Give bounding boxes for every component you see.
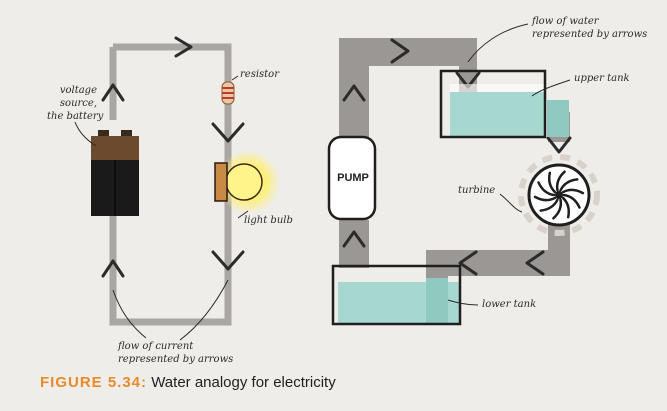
pump-label: PUMP bbox=[337, 172, 369, 184]
water-flow-label: flow of water represented by arrows bbox=[532, 15, 647, 41]
figure-caption: FIGURE 5.34: Water analogy for electrici… bbox=[40, 374, 336, 391]
current-flow-label-line: flow of current bbox=[118, 341, 194, 352]
arrow-right-icon bbox=[390, 38, 410, 64]
arrow-up-icon bbox=[101, 83, 125, 102]
turbine-blade bbox=[555, 170, 566, 192]
voltage-source-label-line: voltage bbox=[59, 85, 97, 96]
arrow-down-icon bbox=[211, 250, 245, 271]
water-flow-arrows bbox=[342, 38, 572, 276]
arrow-down-icon bbox=[546, 136, 572, 154]
voltage-source-label: voltage source, the battery bbox=[47, 84, 104, 123]
arrow-left-icon bbox=[525, 250, 545, 276]
upper-tank-label: upper tank bbox=[574, 73, 630, 84]
water-flow-label-line: flow of water bbox=[532, 16, 599, 27]
battery bbox=[91, 130, 139, 216]
turbine-blade bbox=[537, 181, 556, 197]
current-flow-label-line: represented by arrows bbox=[118, 354, 234, 365]
arrow-right-icon bbox=[174, 36, 193, 58]
arrow-up-icon bbox=[342, 84, 366, 102]
electric-circuit bbox=[74, 36, 280, 341]
current-flow-label: flow of current represented by arrows bbox=[118, 340, 233, 366]
resistor-label: resistor bbox=[240, 69, 279, 80]
turbine-blade bbox=[561, 196, 571, 219]
current-arrows bbox=[101, 36, 245, 278]
lower-tank-label: lower tank bbox=[482, 299, 537, 310]
voltage-source-label-line: the battery bbox=[47, 111, 104, 122]
arrow-left-icon bbox=[458, 250, 478, 276]
turbine-blade bbox=[533, 195, 557, 202]
turbine bbox=[518, 154, 600, 236]
arrow-up-icon bbox=[342, 230, 366, 248]
figure-number: FIGURE 5.34: bbox=[40, 374, 148, 391]
turbine-blade bbox=[562, 193, 581, 209]
voltage-source-label-line: source, bbox=[59, 98, 97, 109]
resistor bbox=[221, 81, 235, 105]
light-bulb bbox=[214, 150, 280, 214]
water-flow-label-line: represented by arrows bbox=[532, 29, 648, 40]
pump bbox=[327, 135, 377, 221]
turbine-blade bbox=[539, 198, 559, 212]
water-circuit bbox=[327, 23, 600, 326]
upper-tank bbox=[439, 69, 569, 139]
light-bulb-label: light bulb bbox=[244, 215, 293, 226]
figure-caption-text: Water analogy for electricity bbox=[151, 374, 336, 391]
lower-tank bbox=[331, 264, 462, 326]
turbine-blade bbox=[561, 188, 585, 195]
arrow-down-icon bbox=[211, 122, 245, 143]
turbine-blade bbox=[552, 198, 563, 220]
leader-lines bbox=[74, 75, 249, 341]
turbine-blade bbox=[547, 171, 557, 194]
arrow-up-icon bbox=[101, 259, 125, 278]
turbine-label: turbine bbox=[458, 185, 496, 196]
turbine-blade bbox=[559, 178, 579, 192]
water-leader-lines bbox=[447, 23, 571, 306]
